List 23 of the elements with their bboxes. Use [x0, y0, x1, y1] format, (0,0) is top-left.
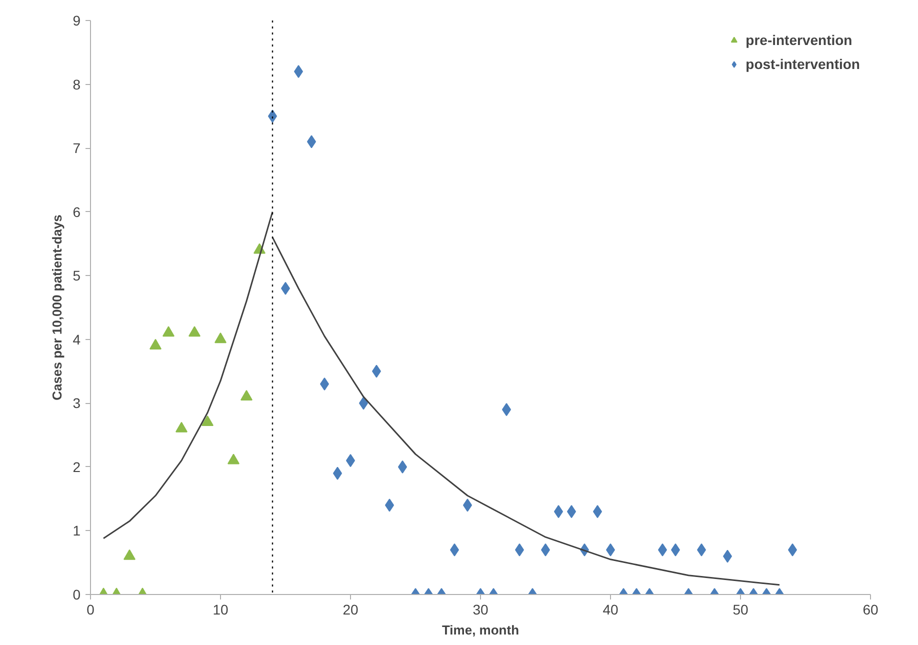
y-tick-label: 0 — [72, 586, 81, 602]
legend-label: pre-intervention — [746, 32, 852, 48]
x-tick-label: 50 — [732, 602, 748, 618]
y-tick-label: 4 — [72, 331, 81, 348]
y-tick-label: 2 — [72, 458, 81, 475]
x-tick-label: 10 — [212, 602, 228, 618]
x-tick-label: 60 — [862, 602, 878, 618]
y-tick-label: 6 — [72, 204, 81, 220]
y-tick-label: 3 — [72, 395, 81, 412]
y-axis-title: Cases per 10,000 patient-days — [50, 214, 65, 400]
y-tick-label: 7 — [72, 140, 81, 156]
x-tick-label: 0 — [86, 602, 95, 618]
y-tick-label: 5 — [72, 268, 81, 284]
x-tick-label: 30 — [472, 602, 488, 618]
x-axis-title: Time, month — [442, 622, 520, 638]
line-series — [272, 236, 780, 586]
legend-label: post-intervention — [746, 56, 860, 72]
x-tick-label: 40 — [602, 602, 618, 618]
y-tick-label: 9 — [72, 12, 81, 28]
y-tick-label: 8 — [72, 76, 81, 92]
y-tick-label: 1 — [72, 522, 81, 539]
x-tick-label: 20 — [342, 602, 358, 618]
line-series — [102, 211, 274, 540]
